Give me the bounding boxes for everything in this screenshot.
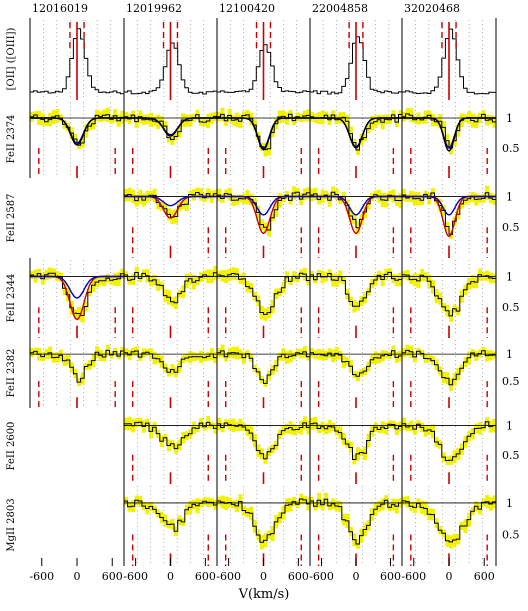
right-tick-label: 1 [506, 420, 513, 433]
x-tick-label: 600 [195, 570, 216, 583]
x-tick-label: -600 [401, 570, 426, 583]
column-header: 12100420 [219, 2, 275, 15]
row-label: MgII 2803 [6, 498, 17, 551]
spectrum-line [30, 349, 124, 383]
x-tick-label: 0 [74, 570, 81, 583]
model-fit-line [310, 117, 402, 149]
x-tick-label: -600 [123, 570, 148, 583]
x-tick-label: -600 [29, 570, 54, 583]
spectrum-line [402, 421, 496, 461]
spectrum-line [124, 350, 217, 373]
model-fit-line [310, 195, 402, 216]
row-label: FeII 2344 [6, 274, 17, 323]
column-header: 22004858 [312, 2, 368, 15]
spectrum-line [217, 350, 310, 384]
spectrum-line [30, 272, 124, 316]
spectrum-line [310, 498, 402, 545]
right-tick-label: 1 [506, 112, 513, 125]
right-tick-label: 1 [506, 348, 513, 361]
right-tick-label: 0.5 [502, 375, 520, 388]
spectrum-line [124, 421, 217, 450]
model-fit-line [402, 117, 496, 152]
spectrum-line [124, 499, 217, 532]
right-tick-label: 1 [506, 190, 513, 203]
spectrum-line [402, 192, 496, 235]
x-tick-label: -600 [216, 570, 241, 583]
right-tick-label: 0.5 [502, 221, 520, 234]
x-tick-label: 0 [260, 570, 267, 583]
x-tick-label: 0 [353, 570, 360, 583]
model-fit-line [30, 275, 124, 299]
row-label: FeII 2374 [6, 115, 17, 164]
right-tick-label: 1 [506, 270, 513, 283]
x-axis-label: V(km/s) [238, 587, 290, 602]
column-header: 32020468 [404, 2, 460, 15]
panels-layer [29, 18, 497, 566]
spectrum-line [402, 500, 496, 543]
x-tick-label: 0 [167, 570, 174, 583]
spectrum-line [402, 28, 496, 95]
column-header: 12019962 [126, 2, 182, 15]
model-fit-line [217, 195, 310, 216]
spectrum-line [402, 349, 496, 386]
spectrum-line [124, 114, 217, 140]
spectrum-line [217, 191, 310, 231]
x-tick-label: 600 [474, 570, 495, 583]
spectrum-line [217, 498, 310, 543]
column-header: 12016019 [32, 2, 88, 15]
x-tick-label: 600 [380, 570, 401, 583]
x-tick-label: 0 [446, 570, 453, 583]
model-fit-line [124, 195, 217, 207]
spectrum-line [310, 350, 402, 377]
spectrum-line [310, 191, 402, 229]
x-tick-label: -600 [309, 570, 334, 583]
x-tick-label: 600 [288, 570, 309, 583]
row-label: [OII] ([OIII]) [6, 28, 17, 91]
right-tick-label: 0.5 [502, 142, 520, 155]
model-fit-line [217, 117, 310, 151]
row-label: FeII 2587 [6, 194, 17, 243]
right-tick-label: 0.5 [502, 301, 520, 314]
spectrum-line [310, 271, 402, 307]
right-tick-label: 0.5 [502, 449, 520, 462]
spectrum-line [124, 272, 217, 304]
spectrum-line [217, 422, 310, 460]
spectrum-line [30, 114, 124, 146]
row-label: FeII 2382 [6, 349, 17, 398]
labels-layer: 12016019 12019962 12100420 22004858 32020468… [6, 2, 520, 602]
row-label: FeII 2600 [6, 422, 17, 471]
right-tick-label: 0.5 [502, 528, 520, 541]
model-fit-line [402, 195, 496, 216]
x-tick-label: 600 [102, 570, 123, 583]
spectrum-line [310, 422, 402, 460]
spectrum-line [402, 274, 496, 317]
spectrum-line [217, 272, 310, 315]
model-fit-line [124, 117, 217, 137]
right-tick-label: 1 [506, 497, 513, 510]
model-fit-line [30, 117, 124, 146]
